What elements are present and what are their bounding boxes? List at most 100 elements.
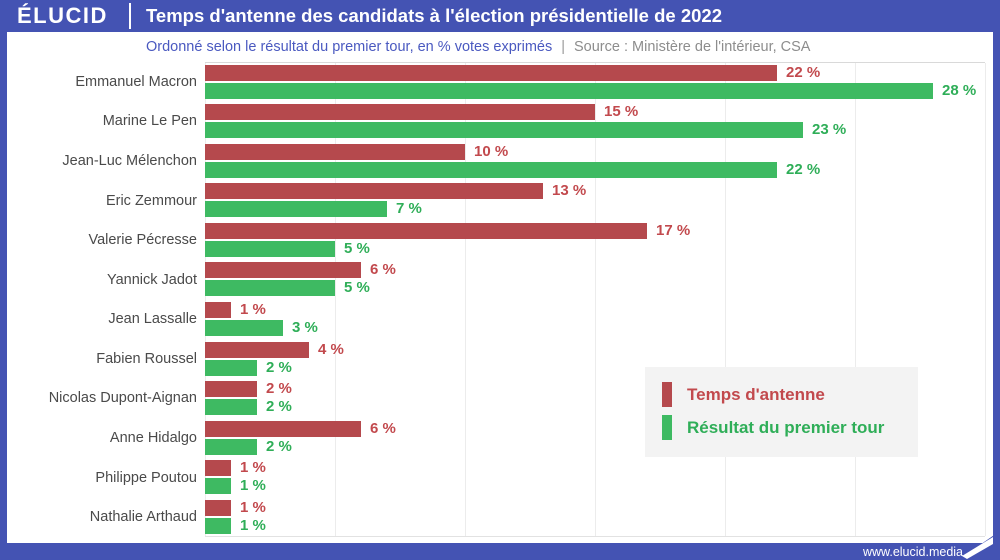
gridline (725, 63, 726, 536)
gridline (465, 63, 466, 536)
airtime-value-label: 4 % (318, 340, 344, 358)
chart-row: Fabien Roussel 4 % 2 % (7, 339, 993, 379)
elucid-flag-icon (958, 531, 1000, 560)
chart-row: Marine Le Pen 15 % 23 % (7, 102, 993, 142)
legend-swatch-airtime (662, 382, 672, 407)
subtitle: Ordonné selon le résultat du premier tou… (146, 32, 810, 62)
chart-row: Jean-Luc Mélenchon 10 % 22 % (7, 141, 993, 181)
chart-row: Yannick Jadot 6 % 5 % (7, 260, 993, 300)
result-value-label: 1 % (240, 477, 266, 495)
candidate-label: Jean-Luc Mélenchon (62, 152, 197, 169)
airtime-bar (205, 499, 231, 516)
result-value-label: 1 % (240, 516, 266, 534)
airtime-bar (205, 302, 231, 318)
result-value-label: 5 % (344, 279, 370, 297)
gridline (335, 63, 336, 536)
chart: Emmanuel Macron 22 % 28 % Marine Le Pen 15 %… (7, 62, 993, 537)
airtime-bar (205, 341, 309, 358)
result-bar (205, 161, 777, 178)
website-url: www.elucid.media (862, 545, 963, 559)
header-bar: ÉLUCID Temps d'antenne des candidats à l… (0, 0, 1000, 32)
chart-row: Philippe Poutou 1 % 1 % (7, 458, 993, 498)
subtitle-description: Ordonné selon le résultat du premier tou… (146, 39, 553, 55)
airtime-bar (205, 183, 543, 200)
airtime-bar (205, 64, 777, 81)
airtime-value-label: 22 % (786, 63, 821, 81)
candidate-label: Jean Lassalle (108, 311, 197, 328)
legend: Temps d'antenne Résultat du premier tour (645, 367, 918, 457)
chart-row: Jean Lassalle 1 % 3 % (7, 300, 993, 340)
candidate-label: Fabien Roussel (96, 350, 197, 367)
result-value-label: 2 % (266, 398, 292, 416)
result-bar (205, 478, 231, 495)
chart-row: Anne Hidalgo 6 % 2 % (7, 418, 993, 458)
airtime-value-label: 1 % (240, 301, 266, 318)
result-bar (205, 438, 257, 455)
gridline (985, 63, 986, 536)
result-bar (205, 320, 283, 336)
result-bar (205, 359, 257, 376)
legend-label-airtime: Temps d'antenne (687, 384, 825, 404)
gridline (595, 63, 596, 536)
result-bar (205, 82, 933, 99)
result-value-label: 7 % (396, 200, 422, 218)
airtime-value-label: 2 % (266, 380, 292, 398)
result-bar (205, 280, 335, 297)
result-value-label: 3 % (292, 319, 318, 336)
chart-row: Eric Zemmour 13 % 7 % (7, 181, 993, 221)
airtime-bar (205, 381, 257, 398)
candidate-label: Yannick Jadot (106, 271, 197, 288)
plot-area (205, 62, 986, 537)
result-bar (205, 517, 231, 534)
result-value-label: 2 % (266, 358, 292, 376)
legend-label-result: Résultat du premier tour (687, 417, 885, 437)
result-bar (205, 201, 387, 218)
chart-row: Nathalie Arthaud 1 % 1 % (7, 497, 993, 537)
chart-row: Valerie Pécresse 17 % 5 % (7, 220, 993, 260)
elucid-logo: ÉLUCID (17, 3, 108, 28)
gridline (205, 63, 206, 536)
candidate-label: Valerie Pécresse (88, 232, 197, 249)
airtime-value-label: 6 % (370, 261, 396, 279)
chart-row: Nicolas Dupont-Aignan 2 % 2 % (7, 379, 993, 419)
result-value-label: 2 % (266, 437, 292, 455)
candidate-label: Eric Zemmour (105, 192, 197, 209)
subtitle-source: Source : Ministère de l'intérieur, CSA (574, 39, 811, 55)
airtime-value-label: 6 % (370, 419, 396, 437)
airtime-bar (205, 262, 361, 279)
candidate-label: Emmanuel Macron (75, 73, 197, 90)
result-value-label: 22 % (786, 160, 821, 178)
airtime-value-label: 13 % (552, 182, 587, 200)
legend-swatch-result (662, 415, 672, 440)
legend-item-airtime: Temps d'antenne (662, 382, 918, 407)
airtime-value-label: 17 % (656, 221, 691, 239)
result-bar (205, 399, 257, 416)
chart-row: Emmanuel Macron 22 % 28 % (7, 62, 993, 102)
page-title: Temps d'antenne des candidats à l'électi… (146, 5, 722, 26)
airtime-bar (205, 104, 595, 121)
gridline (855, 63, 856, 536)
header-separator (129, 3, 131, 29)
airtime-value-label: 1 % (240, 459, 266, 477)
airtime-value-label: 1 % (240, 498, 266, 516)
content-panel: Ordonné selon le résultat du premier tou… (7, 32, 993, 543)
airtime-bar (205, 222, 647, 239)
candidate-label: Nathalie Arthaud (89, 509, 197, 526)
airtime-value-label: 15 % (604, 103, 639, 121)
legend-item-result: Résultat du premier tour (662, 415, 918, 440)
airtime-bar (205, 460, 231, 477)
result-bar (205, 240, 335, 257)
result-bar (205, 122, 803, 139)
candidate-label: Marine Le Pen (102, 113, 197, 130)
candidate-label: Philippe Poutou (95, 469, 197, 486)
candidate-label: Nicolas Dupont-Aignan (48, 390, 197, 407)
result-value-label: 28 % (942, 81, 977, 99)
result-value-label: 5 % (344, 239, 370, 257)
airtime-bar (205, 420, 361, 437)
airtime-value-label: 10 % (474, 142, 509, 160)
subtitle-separator: | (561, 39, 565, 55)
result-value-label: 23 % (812, 121, 847, 139)
candidate-label: Anne Hidalgo (109, 430, 197, 447)
airtime-bar (205, 143, 465, 160)
